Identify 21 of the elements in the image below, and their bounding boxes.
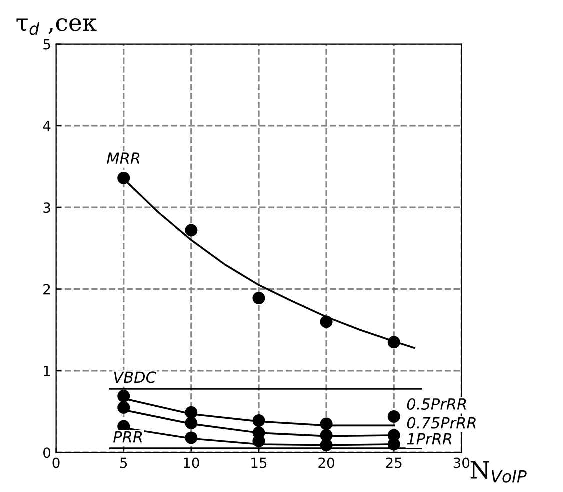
series-label: MRR [107,152,140,164]
series-label: VBDC [114,372,156,384]
y-tick-label: 1 [44,366,50,376]
x-tick-label: 0 [52,458,60,468]
x-tick-label: 15 [252,458,267,468]
y-axis-title: τ$_{d}$ ,сек [16,18,97,36]
y-tick-label: 3 [44,202,50,214]
series-label: 0.5PrRR [407,398,466,410]
y-tick-label: 4 [43,121,51,132]
x-tick-label: 30 [454,458,470,468]
series-label: PRR [114,431,142,443]
x-tick-label: 20 [318,458,334,468]
x-tick-label: 5 [120,458,128,468]
series-label: 0.75PrRR [407,417,476,429]
x-tick-label: 25 [386,458,402,468]
y-tick-label: 2 [44,284,50,295]
x-axis-title: N$_{VoIP}$ [470,462,527,483]
y-tick-label: 5 [44,39,50,50]
y-tick-label: 0 [44,448,51,458]
series-label: 1PrRR [407,433,452,445]
x-tick-label: 10 [184,458,200,468]
